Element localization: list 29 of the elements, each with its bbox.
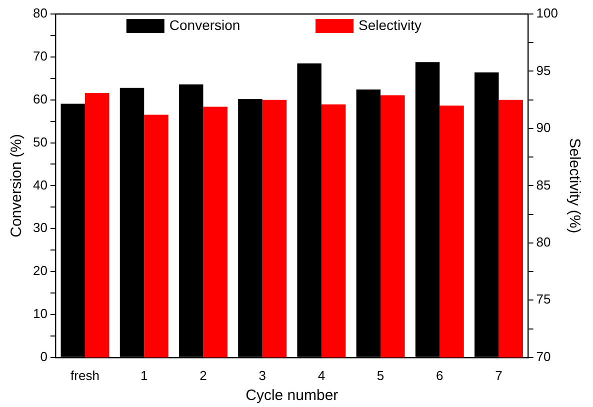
y2-tick-label: 75 bbox=[536, 292, 551, 307]
y-tick-label: 60 bbox=[32, 91, 48, 106]
y2-tick-label: 80 bbox=[536, 234, 551, 250]
y2-tick-label: 95 bbox=[536, 62, 551, 78]
x-tick-label: 5 bbox=[376, 368, 384, 383]
y2-tick-label: 85 bbox=[536, 177, 551, 192]
y-tick-label: 30 bbox=[32, 220, 48, 236]
y-tick-label: 10 bbox=[32, 306, 48, 322]
x-tick-label: 7 bbox=[495, 368, 502, 383]
y-axis-title: Conversion (%) bbox=[8, 134, 26, 238]
y-tick-label: 20 bbox=[32, 263, 48, 278]
x-tick-label: 2 bbox=[200, 368, 207, 383]
y-tick-label: 80 bbox=[32, 6, 48, 21]
legend-label: Conversion bbox=[169, 16, 240, 33]
x-tick-label: fresh bbox=[70, 368, 100, 383]
y2-tick-label: 90 bbox=[536, 120, 551, 136]
x-tick-label: 3 bbox=[258, 368, 266, 383]
legend-label: Selectivity bbox=[358, 16, 422, 33]
y-tick-label: 70 bbox=[32, 48, 48, 64]
y2-axis-title: Selectivity (%) bbox=[566, 138, 583, 234]
x-tick-label: 6 bbox=[436, 368, 444, 383]
x-axis-title: Cycle number bbox=[246, 387, 338, 404]
x-tick-label: 1 bbox=[140, 368, 148, 383]
y-tick-label: 0 bbox=[40, 348, 48, 364]
y-tick-label: 50 bbox=[32, 134, 48, 150]
y-tick-label: 40 bbox=[32, 177, 48, 192]
x-tick-label: 4 bbox=[318, 368, 326, 383]
y2-tick-label: 100 bbox=[536, 6, 558, 21]
y2-tick-label: 70 bbox=[536, 348, 551, 364]
